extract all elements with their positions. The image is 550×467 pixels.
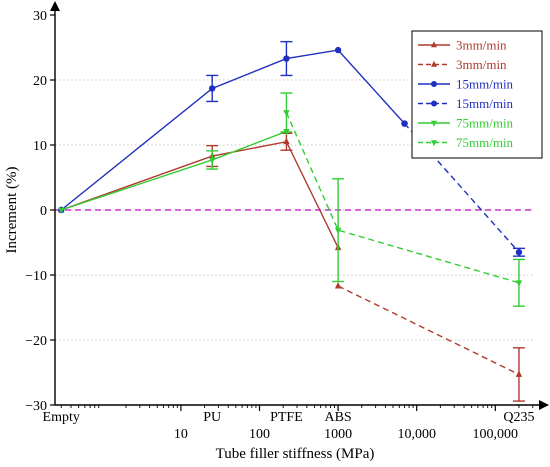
series-3 [401,120,525,257]
legend-marker [431,140,437,147]
series-5 [280,92,525,307]
legend-marker [431,120,437,127]
series-line [60,49,406,211]
series-1 [334,282,525,402]
y-tick-label: 0 [40,204,47,219]
legend-label: 3mm/min [456,38,507,53]
legend-marker [431,81,437,87]
x-tick-label: 10 [174,427,188,442]
material-label: ABS [324,410,351,425]
y-axis-arrow [50,1,60,11]
legend-marker [431,41,437,48]
material-label: Empty [43,410,80,425]
legend-label: 15mm/min [456,77,514,92]
data-point [515,370,523,377]
series-line [60,140,339,249]
y-tick-label: −10 [25,269,47,284]
data-point [334,282,342,289]
legend-marker [431,60,437,67]
material-label: PTFE [270,410,303,425]
data-point [283,110,290,117]
series-line [60,130,287,211]
data-point [208,85,216,92]
series-line [404,123,520,253]
legend-label: 75mm/min [456,116,514,131]
series-2 [58,40,408,214]
data-point [283,137,290,145]
y-tick-label: 30 [33,9,47,24]
x-tick-label: 100,000 [473,427,519,442]
y-tick-label: −30 [25,399,47,414]
y-tick-label: −20 [25,334,47,349]
data-point [515,249,523,256]
legend-box [411,30,543,159]
data-point [515,280,523,287]
legend-label: 75mm/min [456,135,514,150]
y-tick-label: 10 [33,139,47,154]
x-tick-label: 100 [249,427,270,442]
series-0 [58,132,342,251]
data-point [58,207,65,214]
series-4 [58,128,290,214]
data-point [208,157,216,164]
x-axis-arrow [539,400,549,410]
legend-label: 15mm/min [456,96,514,111]
data-point [334,227,342,235]
material-label: PU [203,410,221,425]
legend-marker [431,100,437,107]
data-point [334,46,342,54]
x-tick-label: 1000 [324,427,352,442]
series-line [337,285,520,376]
data-point [283,55,290,62]
y-tick-label: 20 [33,74,47,89]
x-tick-label: 10,000 [397,427,436,442]
material-label: Q235 [503,410,534,425]
data-point [401,120,408,127]
x-axis-title: Tube filler stiffness (MPa) [216,446,375,462]
legend-label: 3mm/min [456,57,507,72]
series-line [285,112,520,284]
y-axis-title: Increment (%) [4,166,20,253]
